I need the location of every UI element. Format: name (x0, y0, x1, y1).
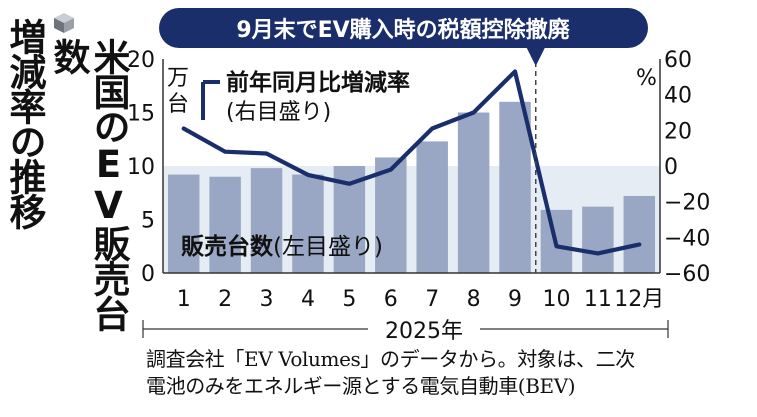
bar-series-label-axis-note: (左目盛り) (273, 234, 383, 260)
x-tick-label: 7 (425, 287, 439, 312)
x-tick-label: 3 (260, 287, 274, 312)
x-tick-label: 2 (218, 287, 232, 312)
left-unit-label-part-2: 台 (167, 92, 189, 117)
bar-4 (292, 174, 324, 273)
right-tick-label: 0 (664, 155, 678, 180)
source-note-line-2: 電池のみをエネルギー源とする電気自動車(BEV) (146, 374, 576, 398)
bar-9 (499, 101, 531, 273)
line-series (181, 69, 642, 256)
right-tick-label: 20 (664, 119, 692, 144)
right-tick-label: −40 (664, 226, 710, 251)
x-tick-label: 4 (301, 287, 315, 312)
left-unit-label-part-1: 万 (167, 66, 189, 91)
cube-icon (54, 13, 74, 33)
x-tick-label: 6 (384, 287, 398, 312)
bar-8 (457, 112, 490, 273)
annotation: 9月末でEV購入時の税額控除撤廃 (159, 8, 648, 273)
bar-3 (250, 168, 283, 273)
x-tick-label: 8 (467, 287, 481, 312)
line-series-label: 前年同月比増減率 (226, 69, 410, 96)
bar-11 (582, 206, 614, 273)
chart-title: 米国のEV販売台数 増減率の推移 (2, 14, 130, 334)
left-tick-label: 5 (141, 209, 155, 234)
right-tick-label: −20 (664, 191, 710, 216)
x-tick-label: 9 (508, 287, 522, 312)
bar-6 (375, 157, 407, 273)
policy-banner-text: 9月末でEV購入時の税額控除撤廃 (236, 17, 570, 43)
axes (142, 59, 669, 342)
shaded-band-rect (163, 166, 660, 273)
title-line-1: 米国のEV販売台数 (47, 38, 130, 330)
policy-banner-pointer (525, 46, 546, 66)
right-tick-label: 40 (664, 84, 692, 109)
title-line-2: 増減率の推移 (3, 18, 46, 228)
bar-series-label: 販売台数(左目盛り) (181, 233, 383, 260)
x-tick-label: 5 (342, 287, 356, 312)
left-tick-label: 0 (141, 262, 155, 287)
bar-1 (167, 174, 200, 273)
left-tick-label: 15 (127, 102, 155, 127)
year-label: 2025年 (385, 319, 463, 344)
yoy-change-line (181, 69, 642, 256)
source-note: 調査会社「EV Volumes」のデータから。対象は、二次 電池のみをエネルギー… (146, 346, 750, 400)
bars-series (167, 101, 656, 273)
bar-12 (623, 195, 656, 273)
bar-series-label-main: 販売台数 (181, 233, 274, 260)
line-series-axis-note: (右目盛り) (226, 100, 331, 125)
x-tick-label: 10 (542, 287, 570, 312)
left-tick-label: 10 (127, 155, 155, 180)
x-tick-label: 1 (177, 287, 191, 312)
tick-labels: 0 5 10 15 20 −60 −40 −20 0 20 40 60 1 2 3 4 5 6 7 8 9 10 11 12月… (127, 48, 710, 344)
right-tick-label: −60 (664, 262, 710, 287)
left-tick-label: 20 (127, 48, 155, 73)
x-tick-label: 12月 (614, 287, 664, 312)
bar-2 (209, 176, 241, 273)
right-tick-label: 60 (664, 48, 692, 73)
shaded-band (163, 166, 660, 273)
year-label-bg (368, 316, 480, 342)
policy-banner (159, 8, 648, 48)
source-note-line-1: 調査会社「EV Volumes」のデータから。対象は、二次 (146, 347, 635, 371)
bar-7 (416, 141, 448, 273)
x-tick-label: 11 (584, 287, 612, 312)
right-unit-label: % (636, 66, 657, 91)
